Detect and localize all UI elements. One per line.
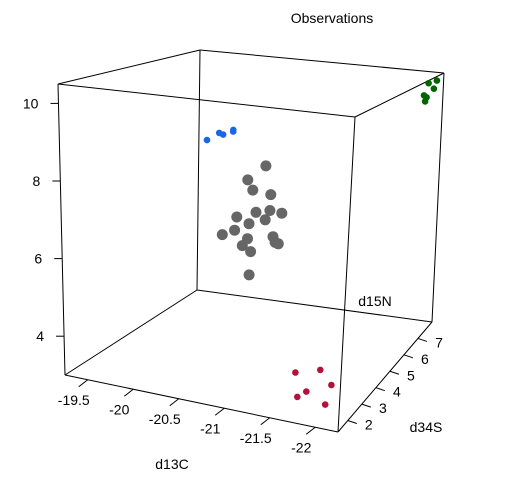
data-point <box>321 401 329 408</box>
data-point <box>245 246 257 258</box>
data-point <box>430 85 438 92</box>
box-edge <box>199 49 445 74</box>
x-tick-label: -20 <box>109 401 129 417</box>
x-tick-label: -21.5 <box>240 430 272 446</box>
x-axis-title: d13C <box>155 456 188 472</box>
x-tick-label: -19.5 <box>58 392 90 408</box>
data-point <box>242 174 254 186</box>
x-tick <box>214 407 225 416</box>
data-point <box>231 211 243 223</box>
chart-title: Observations <box>291 10 373 26</box>
data-point <box>272 238 284 250</box>
data-point <box>433 77 441 84</box>
data-point <box>292 369 299 376</box>
box-edge <box>57 49 201 85</box>
data-point <box>236 240 248 252</box>
y-tick-label: 5 <box>407 367 415 383</box>
z-tick-label: 8 <box>33 173 41 189</box>
z-tick-label: 6 <box>34 251 42 267</box>
data-point <box>294 393 301 401</box>
data-point <box>259 214 271 226</box>
data-point <box>203 136 211 144</box>
plot-box <box>57 49 445 433</box>
data-point <box>303 388 310 395</box>
y-tick <box>347 420 357 424</box>
x-tick <box>78 379 89 388</box>
data-point <box>264 205 276 216</box>
x-tick <box>169 398 180 407</box>
y-tick <box>389 370 400 375</box>
y-tick <box>361 403 372 408</box>
y-tick-label: 6 <box>421 351 429 367</box>
x-tick-label: -22 <box>291 439 311 455</box>
box-edge <box>431 72 445 323</box>
data-point <box>276 207 288 219</box>
y-tick <box>375 387 386 392</box>
data-point <box>250 206 262 218</box>
y-tick <box>403 354 414 359</box>
data-point <box>421 98 429 105</box>
box-edge <box>337 321 433 433</box>
x-tick <box>123 388 134 397</box>
x-tick-label: -21 <box>200 420 220 436</box>
box-edge <box>196 289 433 323</box>
box-edge <box>57 83 356 118</box>
data-point <box>425 79 432 87</box>
data-point <box>230 126 237 134</box>
z-axis-title: d15N <box>358 293 391 309</box>
y-tick-label: 3 <box>379 400 387 416</box>
data-point <box>317 366 324 374</box>
data-point <box>243 218 255 230</box>
y-tick <box>417 337 428 342</box>
data-point <box>247 184 259 196</box>
y-tick-label: 2 <box>365 417 373 433</box>
y-axis-title: d34S <box>410 419 443 435</box>
z-tick-label: 10 <box>23 95 39 111</box>
data-point <box>265 189 277 201</box>
z-tick-label: 4 <box>36 328 44 344</box>
x-tick <box>260 417 271 426</box>
box-edge <box>354 72 445 118</box>
data-point <box>219 131 227 138</box>
box-edge <box>57 83 66 376</box>
data-point <box>216 229 228 241</box>
box-edge <box>337 116 356 433</box>
data-point <box>328 381 335 389</box>
y-tick-label: 7 <box>435 334 443 350</box>
data-point <box>243 269 255 281</box>
y-tick-label: 4 <box>393 384 401 400</box>
x-tick-label: -20.5 <box>149 411 181 427</box>
box-edge <box>64 289 198 376</box>
data-point <box>260 160 272 172</box>
box-edge <box>196 49 201 291</box>
box-edge <box>64 374 339 433</box>
data-points <box>203 77 441 408</box>
x-tick <box>305 426 316 435</box>
data-point <box>229 224 241 236</box>
